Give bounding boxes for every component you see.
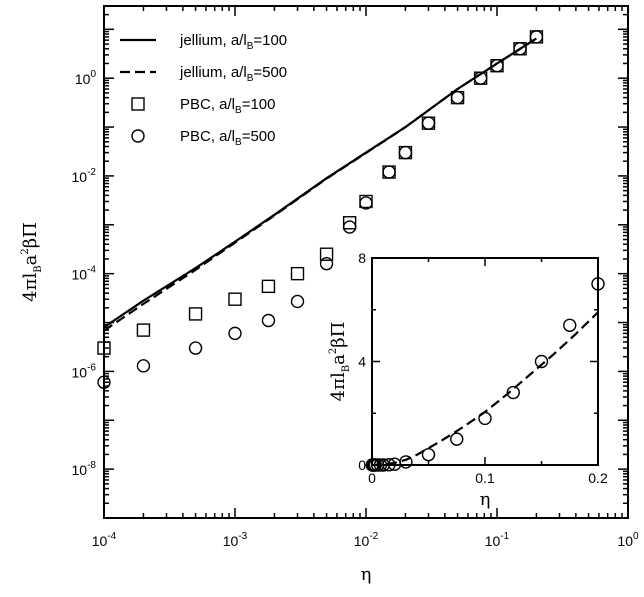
inset-y-tick-label: 8 [358, 250, 366, 266]
y-axis-title: 4πlBa2βΠ [20, 222, 44, 302]
series-3-point [398, 145, 413, 160]
y-axis-title: 4πlBa2βΠ [328, 322, 352, 402]
series-3-point [450, 90, 465, 105]
main-x-tick-label: 10-1 [485, 531, 510, 549]
legend-label-1: jellium, a/lB=500 [179, 64, 287, 84]
inset-series-1-point [421, 447, 436, 462]
main-x-tick-label: 10-4 [92, 531, 117, 549]
series-3-point [342, 220, 357, 234]
inset-x-tick-label: 0 [368, 470, 376, 486]
series-2-point [228, 292, 242, 306]
series-2-point [261, 279, 276, 294]
inset-x-axis-title: η [480, 489, 491, 510]
inset-y-tick-label: 0 [358, 457, 366, 473]
series-3-point [290, 294, 305, 309]
series-3-point [97, 375, 111, 389]
main-x-tick-label: 10-2 [354, 531, 379, 549]
inset-background [370, 256, 600, 467]
series-3-point [261, 313, 276, 328]
inset-y-tick-label: 4 [358, 354, 366, 370]
inset-x-tick-label: 0.1 [475, 470, 495, 486]
inset-series-1-point [534, 354, 549, 369]
legend-label-2: PBC, a/lB=100 [180, 96, 276, 116]
series-2-point [188, 307, 203, 321]
main-plot: 10-4 10-3 10-2 10-1 100 10-8 10-6 10-4 10-2 100 η 4… [20, 5, 639, 585]
series-3-point [529, 30, 544, 44]
inset-series-1-point [591, 277, 605, 291]
main-y-tick-label: 10-6 [72, 362, 97, 380]
series-2-point [290, 266, 305, 281]
series-3-point [490, 59, 504, 73]
legend-label-0: jellium, a/lB=100 [179, 32, 287, 52]
inset-series-1-point [563, 318, 577, 332]
main-y-tick-label: 100 [75, 69, 97, 87]
main-x-tick-label: 100 [617, 531, 639, 549]
main-y-tick-label: 10-2 [72, 167, 97, 185]
series-2-point [342, 216, 357, 230]
legend-label-3: PBC, a/lB=500 [180, 128, 276, 148]
inset-series-1-point [399, 455, 413, 469]
series-3-point [473, 71, 488, 85]
series-3-point [382, 165, 396, 179]
series-line-1 [103, 37, 537, 332]
main-x-axis-title: η [361, 564, 372, 585]
inset-x-tick-label: 0.2 [588, 470, 608, 486]
inset-series-1-point [506, 385, 520, 400]
legend: jellium, a/lB=100 jellium, a/lB=500 PBC, a… [120, 32, 287, 148]
inset-series-1-point [478, 411, 492, 426]
series-2-point [319, 247, 334, 261]
series-3-point [513, 42, 527, 56]
legend-marker-2 [131, 97, 145, 111]
series-3-point [228, 326, 242, 341]
inset-series-1-point [450, 432, 464, 446]
main-y-tick-label: 10-4 [72, 265, 97, 283]
series-3-point [188, 341, 203, 355]
series-2-point [136, 323, 151, 337]
series-3-point [136, 359, 151, 373]
series-3-point [359, 196, 373, 210]
inset-series-1-point [382, 458, 396, 472]
series-3-point [319, 256, 334, 271]
series-2-point [97, 341, 111, 355]
series-3-point [421, 116, 436, 130]
main-y-tick-label: 10-8 [72, 460, 97, 478]
main-x-tick-label: 10-3 [223, 531, 248, 549]
inset-plot: 0 0.1 0.2 0 4 8 η 4πlBa2βΠ [328, 250, 608, 510]
legend-marker-3 [131, 129, 145, 143]
